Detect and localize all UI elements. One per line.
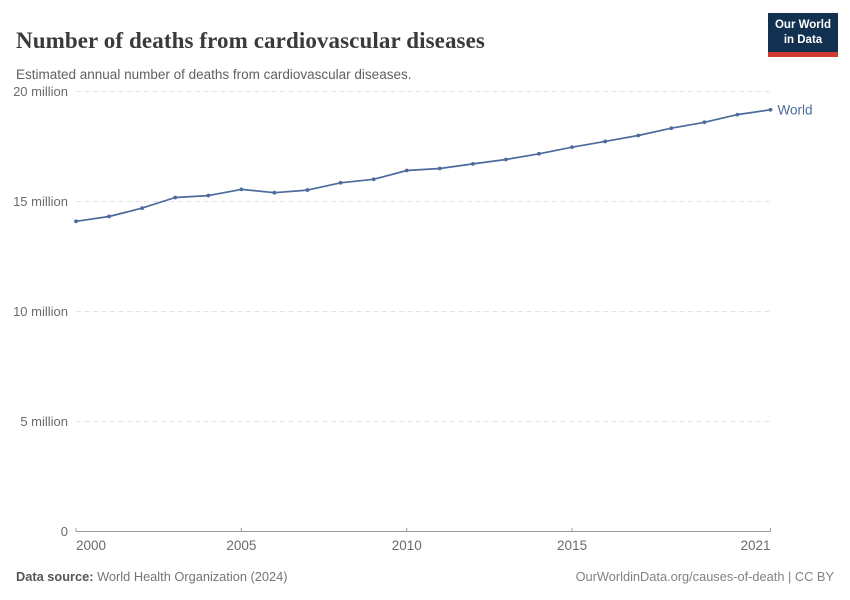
data-point-marker[interactable] <box>735 112 740 117</box>
data-source-label: Data source: <box>16 569 94 584</box>
data-point-marker[interactable] <box>305 188 310 192</box>
license-suffix: | CC BY <box>784 569 834 584</box>
data-point-marker[interactable] <box>272 190 277 195</box>
data-source-value: World Health Organization (2024) <box>93 569 288 584</box>
data-point-marker[interactable] <box>206 193 211 198</box>
owid-logo[interactable]: Our World in Data <box>768 13 838 57</box>
page-title: Number of deaths from cardiovascular dis… <box>16 28 485 54</box>
data-point-marker[interactable] <box>437 166 442 171</box>
data-point-marker[interactable] <box>768 107 773 112</box>
x-tick-label: 2005 <box>226 538 256 553</box>
x-tick-label: 2015 <box>557 538 587 553</box>
world-series-line[interactable] <box>75 108 772 223</box>
license-link[interactable]: OurWorldinData.org/causes-of-death <box>575 569 785 584</box>
data-source-note: Data source: World Health Organization (… <box>16 569 287 584</box>
data-point-marker[interactable] <box>371 177 376 182</box>
y-tick-label: 10 million <box>13 304 68 319</box>
y-tick-label: 0 <box>61 524 68 539</box>
data-point-marker[interactable] <box>404 168 409 173</box>
data-point-marker[interactable] <box>669 126 674 131</box>
data-point-marker[interactable] <box>603 139 608 144</box>
chart-footer: Data source: World Health Organization (… <box>16 569 834 584</box>
owid-logo-line2: in Data <box>783 33 823 46</box>
owid-logo-line1: Our World <box>774 19 831 31</box>
data-point-marker[interactable] <box>504 157 508 162</box>
x-tick-label: 2021 <box>740 538 770 553</box>
data-point-marker[interactable] <box>470 161 475 166</box>
license-note: OurWorldinData.org/causes-of-death | CC … <box>576 569 834 584</box>
data-point-marker[interactable] <box>537 151 541 156</box>
y-tick-label: 5 million <box>20 414 68 429</box>
data-point-marker[interactable] <box>107 214 111 219</box>
x-tick-label: 2000 <box>76 538 106 553</box>
y-tick-label: 20 million <box>13 84 68 99</box>
series-end-label-world[interactable]: World <box>778 102 813 117</box>
data-point-marker[interactable] <box>173 195 178 200</box>
data-point-marker[interactable] <box>570 145 574 150</box>
chart-subtitle: Estimated annual number of deaths from c… <box>16 66 412 82</box>
data-point-marker[interactable] <box>239 187 244 192</box>
data-point-marker[interactable] <box>74 219 78 224</box>
y-tick-label: 15 million <box>13 194 68 209</box>
data-point-marker[interactable] <box>338 180 343 185</box>
data-point-marker[interactable] <box>140 206 145 211</box>
data-point-marker[interactable] <box>702 120 707 125</box>
x-tick-label: 2010 <box>392 538 422 553</box>
data-point-marker[interactable] <box>636 133 641 138</box>
